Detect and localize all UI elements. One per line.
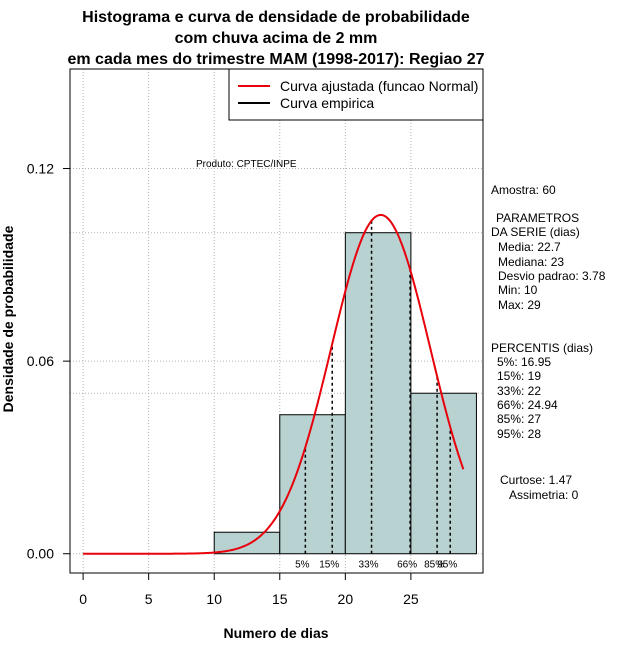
legend-label-normal: Curva ajustada (funcao Normal) xyxy=(280,78,478,94)
y-axis: 0.00 0.06 0.12 xyxy=(27,161,71,562)
x-tick-label-4: 20 xyxy=(338,591,354,607)
stat-min: Min: 10 xyxy=(498,283,538,297)
histogram-bar xyxy=(410,392,477,555)
stat-p95: 95%: 28 xyxy=(497,427,542,441)
stat-max: Max: 29 xyxy=(498,298,541,312)
stat-median: Mediana: 23 xyxy=(498,255,565,269)
percentile-label-1: 15% xyxy=(319,560,339,571)
legend-label-empirical: Curva empirica xyxy=(280,95,374,111)
percentile-label-2: 33% xyxy=(359,560,379,571)
stat-sd: Desvio padrao: 3.78 xyxy=(498,269,606,283)
percentile-label-5: 95% xyxy=(437,560,457,571)
title-line-2: com chuva acima de 2 mm xyxy=(175,30,378,47)
legend-box xyxy=(228,68,484,121)
x-tick-label-2: 10 xyxy=(206,591,222,607)
y-axis-label: Densidade de probabilidade xyxy=(0,225,16,412)
stat-mean: Media: 22.7 xyxy=(498,240,561,254)
title-line-1: Histograma e curva de densidade de proba… xyxy=(82,9,470,26)
percentile-label-0: 5% xyxy=(295,560,310,571)
x-axis: 0 5 10 15 20 25 xyxy=(79,572,419,607)
y-tick-label-2: 0.12 xyxy=(27,161,54,177)
x-tick-label-5: 25 xyxy=(403,591,419,607)
stat-skewness: Assimetria: 0 xyxy=(509,488,579,502)
y-tick-label-0: 0.00 xyxy=(27,546,54,562)
stat-p5: 5%: 16.95 xyxy=(497,355,552,369)
stat-p66: 66%: 24.94 xyxy=(497,398,558,412)
stat-p15: 15%: 19 xyxy=(497,369,542,383)
x-tick-label-0: 0 xyxy=(79,591,87,607)
histogram-bar xyxy=(279,414,346,555)
title-line-3: em cada mes do trimestre MAM (1998-2017)… xyxy=(67,51,484,68)
x-axis-label: Numero de dias xyxy=(223,625,328,641)
percentile-label-4: 85% xyxy=(424,560,444,571)
stat-percentis-header: PERCENTIS (dias) xyxy=(491,341,594,355)
percentile-label-3: 66% xyxy=(397,560,417,571)
normal-curve-line xyxy=(83,213,465,555)
chart-title: Histograma e curva de densidade de proba… xyxy=(67,9,484,68)
stat-params-header-2: DA SERIE (dias) xyxy=(491,225,580,239)
stat-kurtosis: Curtose: 1.47 xyxy=(500,473,573,487)
stat-sample: Amostra: 60 xyxy=(491,183,556,197)
stat-params-header-1: PARAMETROS xyxy=(496,211,580,225)
stat-p85: 85%: 27 xyxy=(497,412,542,426)
histogram-bars xyxy=(213,232,477,555)
stat-p33: 33%: 22 xyxy=(497,384,542,398)
histogram-bar xyxy=(344,232,412,555)
legend: Curva ajustada (funcao Normal) Curva emp… xyxy=(228,68,484,121)
percentile-lines: 5% 15% 33% 66% 85%95% xyxy=(295,220,457,571)
x-tick-label-1: 5 xyxy=(145,591,153,607)
x-tick-label-3: 15 xyxy=(272,591,288,607)
y-tick-label-1: 0.06 xyxy=(27,353,54,369)
product-label: Produto: CPTEC/INPE xyxy=(196,159,297,170)
